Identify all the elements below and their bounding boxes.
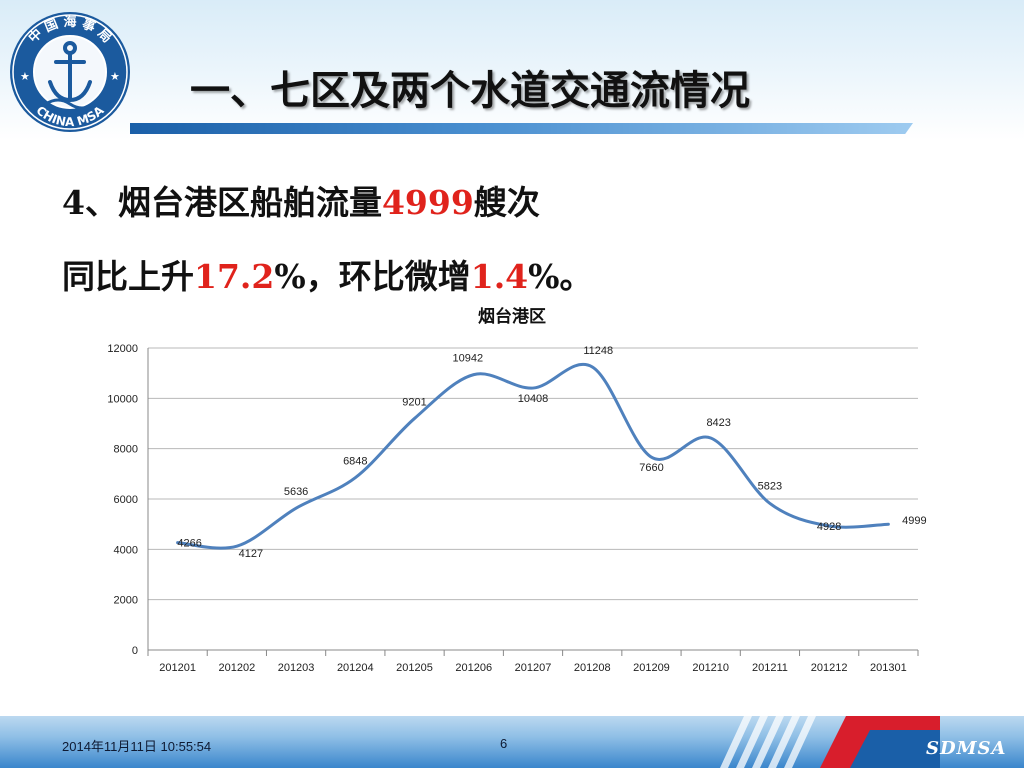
bullet-growth-rates: 同比上升17.2%，环比微增1.4%。 xyxy=(62,250,593,298)
data-label: 9201 xyxy=(402,396,426,408)
bullet-traffic-volume: 4、烟台港区船舶流量4999艘次 xyxy=(62,176,540,224)
series-line xyxy=(176,363,890,550)
data-label: 6848 xyxy=(343,456,367,468)
data-label: 4127 xyxy=(239,548,263,560)
yoy-growth-value: 17.2 xyxy=(194,257,275,296)
y-tick-label: 6000 xyxy=(114,494,138,506)
chart-title: 烟台港区 xyxy=(478,306,546,327)
chart-data-labels: 4266 4127 5636 6848 9201 10942 10408 11248 7660 8… xyxy=(177,345,926,560)
x-tick-label: 201206 xyxy=(455,662,492,674)
x-tick-label: 201301 xyxy=(870,662,907,674)
chart-axes: 0 2000 4000 6000 8000 10000 12000 201201 201202 2… xyxy=(107,343,919,674)
traffic-total-value: 4999 xyxy=(381,183,474,222)
data-label: 5823 xyxy=(758,480,782,492)
bullet1-suffix: 艘次 xyxy=(473,183,540,222)
anchor-emblem-icon xyxy=(44,41,96,110)
chart-series xyxy=(176,363,890,550)
x-tick-label: 201212 xyxy=(811,662,848,674)
y-tick-label: 0 xyxy=(132,645,138,657)
x-tick-label: 201211 xyxy=(752,662,788,674)
x-tick-label: 201204 xyxy=(337,662,374,674)
page-number: 6 xyxy=(500,736,508,751)
y-tick-label: 8000 xyxy=(114,444,138,456)
chart-grid xyxy=(148,347,918,651)
data-label: 4928 xyxy=(817,521,841,533)
x-tick-label: 201202 xyxy=(218,662,255,674)
data-label: 8423 xyxy=(706,417,730,429)
mom-growth-value: 1.4 xyxy=(470,257,529,296)
data-label: 4999 xyxy=(902,515,926,527)
x-tick-label: 201210 xyxy=(692,662,729,674)
y-tick-label: 2000 xyxy=(114,595,138,607)
x-tick-label: 201203 xyxy=(278,662,315,674)
x-tick-label: 201209 xyxy=(633,662,670,674)
footer-date: 2014年11月11日 10:55:54 xyxy=(62,739,212,754)
x-tick-label: 201201 xyxy=(159,662,196,674)
title-underline xyxy=(130,123,913,134)
svg-text:★: ★ xyxy=(20,70,30,83)
x-tick-label: 201207 xyxy=(515,662,552,674)
y-tick-label: 10000 xyxy=(107,393,138,405)
data-label: 7660 xyxy=(639,462,663,474)
data-label: 10942 xyxy=(452,353,483,365)
data-label: 4266 xyxy=(177,538,201,550)
traffic-line-chart: 烟台港区 0 2000 4000 6000 8000 10000 12000 201201 20… xyxy=(107,306,926,674)
header-band xyxy=(0,0,1024,140)
data-label: 11248 xyxy=(583,345,613,357)
bullet1-prefix: 4、烟台港区船舶流量 xyxy=(62,183,382,222)
data-label: 10408 xyxy=(518,393,549,405)
footer-brand: SDMSA xyxy=(926,738,1007,759)
x-tick-label: 201208 xyxy=(574,662,611,674)
bullet2-suffix: %。 xyxy=(528,257,593,296)
y-tick-label: 12000 xyxy=(107,343,138,355)
data-label: 5636 xyxy=(284,486,308,498)
footer-bar: 2014年11月11日 10:55:54 6 SDMSA xyxy=(0,716,1024,768)
china-msa-logo: 中 国 海 事 局 CHINA MSA ★ ★ xyxy=(10,12,130,132)
page-title: 一、七区及两个水道交通流情况 xyxy=(190,67,750,114)
x-tick-label: 201205 xyxy=(396,662,433,674)
bullet2-mid: %，环比微增 xyxy=(274,257,471,296)
svg-text:★: ★ xyxy=(110,70,120,83)
y-tick-label: 4000 xyxy=(114,544,138,556)
bullet2-prefix: 同比上升 xyxy=(62,257,194,296)
footer-stripes-decoration xyxy=(720,716,940,768)
